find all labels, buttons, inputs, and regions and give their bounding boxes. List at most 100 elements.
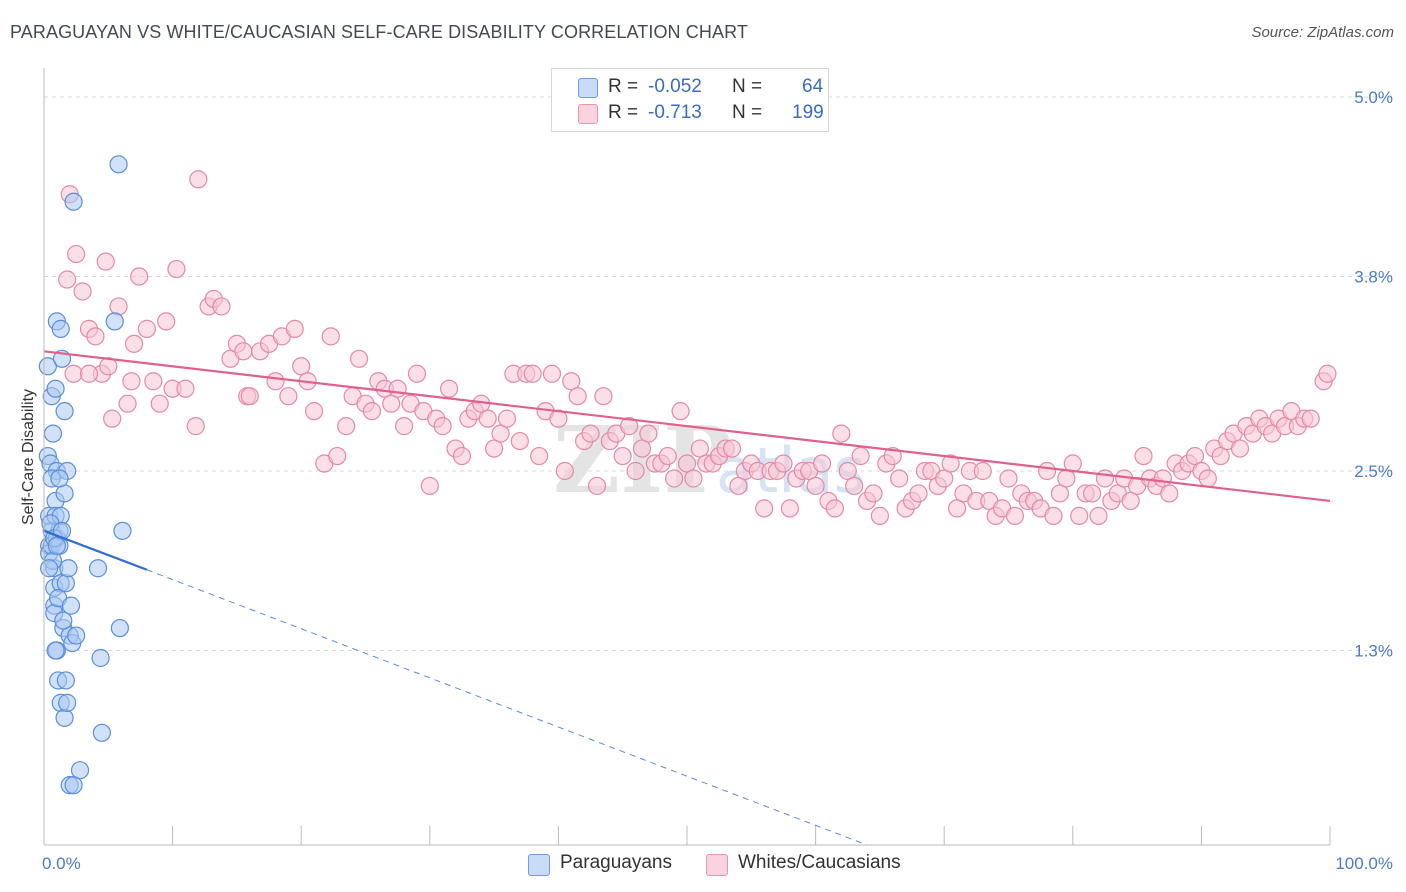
data-point-whites <box>1050 484 1070 503</box>
data-point-whites <box>812 454 832 473</box>
trend-line-paraguayans-extension <box>146 569 868 846</box>
data-point-whites <box>122 372 141 391</box>
data-point-whites <box>1198 469 1217 488</box>
data-point-whites <box>613 446 632 466</box>
data-point-whites <box>1095 469 1115 488</box>
data-point-whites <box>755 499 774 518</box>
data-point-whites <box>690 439 709 458</box>
data-point-whites <box>266 372 285 391</box>
y-tick-label: 3.8% <box>1354 268 1393 287</box>
bottom-legend-swatch-pink <box>706 854 728 876</box>
data-point-whites <box>581 424 600 443</box>
data-point-whites <box>439 379 459 398</box>
data-point-whites <box>433 417 452 436</box>
data-point-whites <box>1070 506 1089 525</box>
data-point-whites <box>176 379 195 398</box>
trend-lines <box>43 350 1331 846</box>
data-point-whites <box>189 170 208 189</box>
data-point-whites <box>684 469 703 488</box>
data-point-whites <box>568 387 587 406</box>
data-point-whites <box>118 394 137 413</box>
data-point-whites <box>677 454 697 473</box>
data-point-whites <box>1301 409 1320 428</box>
data-point-whites <box>485 439 504 458</box>
data-point-whites <box>722 439 742 458</box>
data-point-whites <box>144 372 163 391</box>
data-point-whites <box>864 484 883 503</box>
x-tick-label: 0.0% <box>42 854 81 873</box>
data-point-whites <box>79 364 99 383</box>
data-point-whites <box>1037 461 1057 481</box>
trend-line-paraguayans <box>43 529 148 571</box>
data-point-whites <box>1134 446 1153 466</box>
data-point-whites <box>292 357 311 376</box>
data-point-paraguayans <box>55 708 74 727</box>
data-point-paraguayans <box>50 469 69 488</box>
data-point-paraguayans <box>40 559 59 578</box>
data-point-whites <box>825 499 844 518</box>
data-point-whites <box>388 379 407 398</box>
data-point-whites <box>523 364 542 383</box>
y-axis-label: Self-Care Disability <box>20 389 37 525</box>
data-point-whites <box>1318 364 1337 383</box>
correlation-legend: R = -0.052 N = 64 R = -0.713 N = 199 <box>551 68 829 132</box>
data-point-whites <box>838 461 857 481</box>
data-point-paraguayans <box>88 559 108 578</box>
y-tick-label: 1.3% <box>1354 642 1393 661</box>
data-point-whites <box>1044 506 1063 525</box>
data-point-paraguayans <box>64 776 83 795</box>
data-point-whites <box>851 446 870 466</box>
data-point-whites <box>999 469 1018 488</box>
grid-lines <box>44 96 1395 652</box>
data-point-whites <box>497 409 517 428</box>
series-paraguayans <box>38 155 132 795</box>
source-label: Source: ZipAtlas.com <box>1251 24 1394 41</box>
data-point-whites <box>382 394 401 413</box>
data-point-whites <box>478 409 497 428</box>
data-point-whites <box>594 387 613 406</box>
data-point-whites <box>137 319 156 338</box>
legend-row-whites: R = -0.713 N = 199 <box>552 101 828 127</box>
data-point-whites <box>542 364 562 383</box>
tick-labels: 1.3% 2.5% 3.8% 5.0% 0.0% 100.0% Self-Care Disa… <box>20 88 1393 873</box>
data-point-whites <box>362 402 382 421</box>
legend-n-value: 64 <box>802 76 824 97</box>
legend-swatch-blue <box>578 78 598 98</box>
data-point-whites <box>124 334 144 353</box>
data-point-whites <box>58 270 77 289</box>
legend-n-label: N = <box>732 76 763 97</box>
data-point-paraguayans <box>46 379 65 398</box>
data-point-whites <box>67 244 86 264</box>
bottom-legend-swatch-blue <box>528 854 550 876</box>
data-point-whites <box>870 506 890 525</box>
data-point-paraguayans <box>64 192 83 211</box>
data-point-paraguayans <box>91 648 110 668</box>
data-point-whites <box>337 417 356 436</box>
data-point-whites <box>321 327 340 346</box>
data-point-whites <box>883 446 902 466</box>
data-point-whites <box>234 342 253 361</box>
data-point-whites <box>103 409 122 428</box>
data-point-paraguayans <box>58 693 77 712</box>
data-point-whites <box>947 499 967 518</box>
data-point-whites <box>328 446 347 466</box>
data-point-paraguayans <box>67 626 86 645</box>
y-tick-label: 2.5% <box>1354 462 1393 481</box>
data-point-paraguayans <box>56 574 75 593</box>
data-point-whites <box>530 446 549 466</box>
legend-row-paraguayans: R = -0.052 N = 64 <box>552 75 828 101</box>
data-point-whites <box>806 476 825 496</box>
data-point-whites <box>285 319 304 338</box>
legend-r-value: -0.052 <box>648 76 702 97</box>
x-tick-label: 100.0% <box>1335 854 1393 873</box>
series-whites-caucasians <box>58 170 1337 525</box>
data-point-whites <box>587 476 607 496</box>
y-tick-label: 5.0% <box>1354 88 1393 107</box>
data-point-whites <box>420 476 439 496</box>
data-point-whites <box>1082 484 1102 503</box>
data-point-whites <box>935 469 954 488</box>
data-point-paraguayans <box>46 641 65 660</box>
data-point-whites <box>130 267 149 286</box>
data-point-paraguayans <box>70 761 90 780</box>
